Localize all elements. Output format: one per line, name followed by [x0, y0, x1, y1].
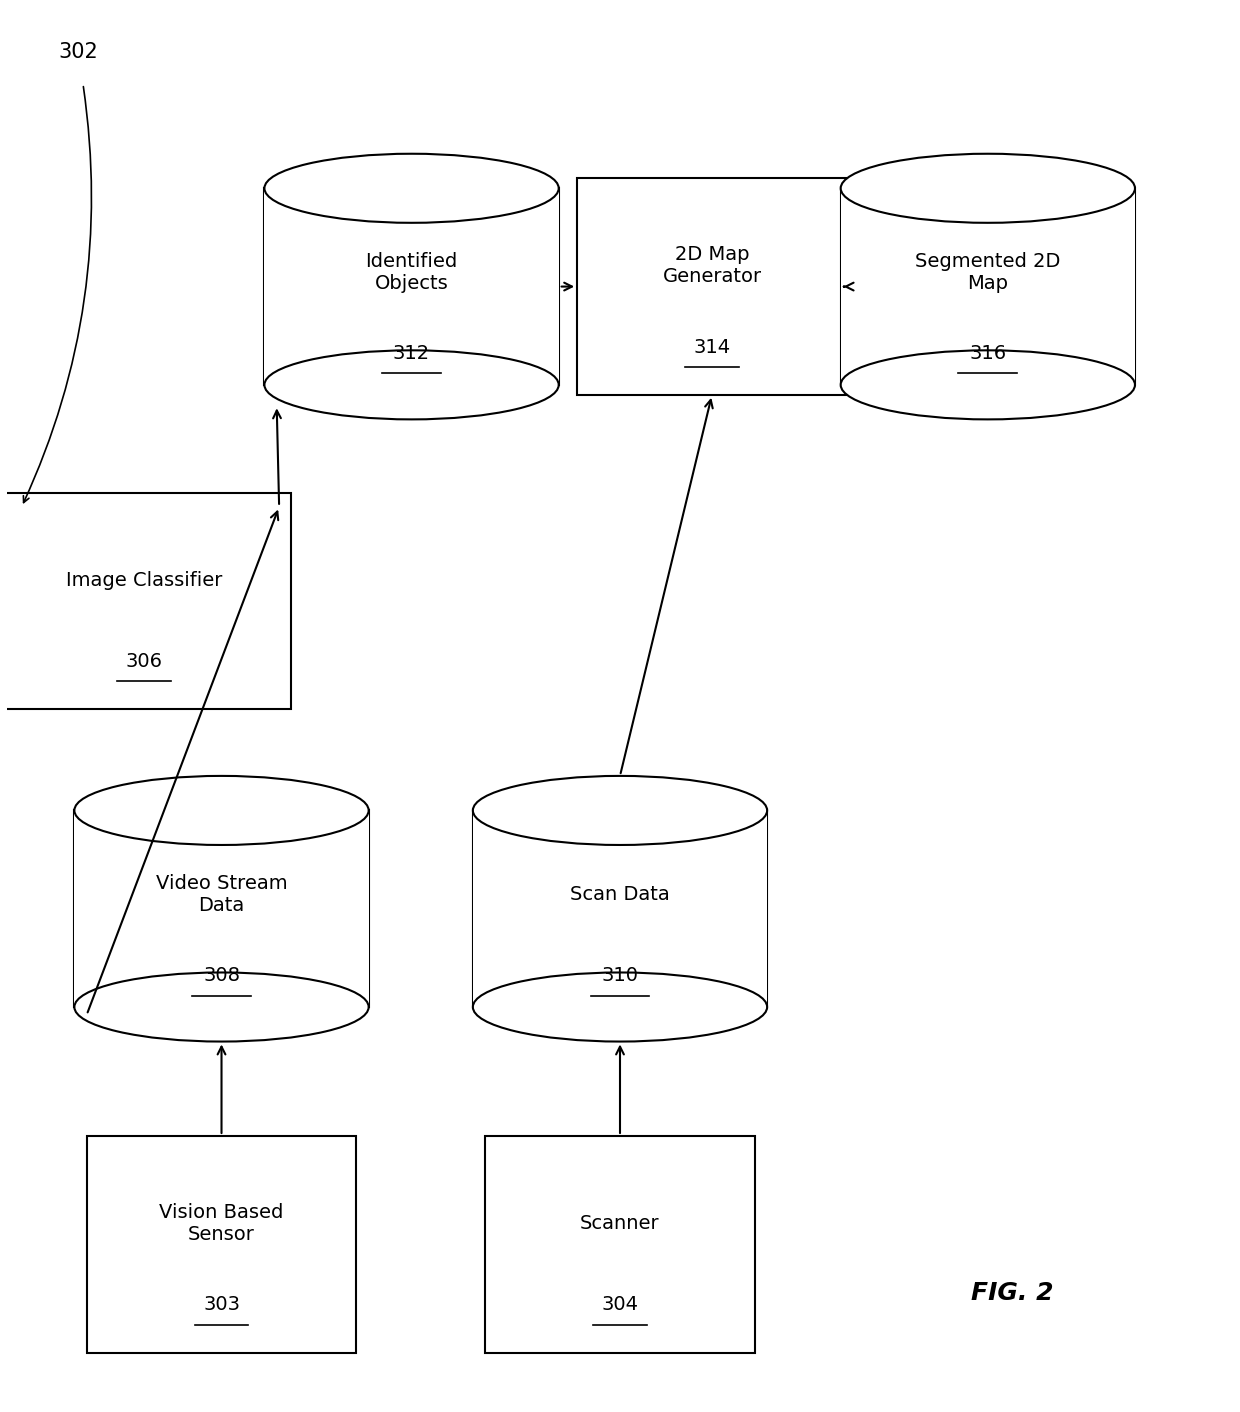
Text: Image Classifier: Image Classifier — [66, 570, 222, 590]
Bar — [841, 188, 1135, 385]
Bar — [74, 810, 368, 1007]
Text: 304: 304 — [601, 1295, 639, 1315]
Ellipse shape — [74, 777, 368, 844]
Bar — [577, 178, 847, 395]
Text: Vision Based
Sensor: Vision Based Sensor — [159, 1203, 284, 1244]
Bar — [472, 810, 768, 1007]
Text: 302: 302 — [58, 42, 98, 62]
Ellipse shape — [264, 350, 559, 419]
Ellipse shape — [472, 973, 768, 1042]
Text: Segmented 2D
Map: Segmented 2D Map — [915, 253, 1060, 294]
Text: FIG. 2: FIG. 2 — [971, 1281, 1054, 1305]
Text: 310: 310 — [601, 966, 639, 986]
Text: Scan Data: Scan Data — [570, 885, 670, 904]
Text: Identified
Objects: Identified Objects — [366, 253, 458, 294]
Ellipse shape — [841, 350, 1135, 419]
Text: 314: 314 — [693, 337, 730, 357]
Text: 312: 312 — [393, 345, 430, 363]
Bar — [87, 1135, 356, 1353]
Bar — [485, 1135, 755, 1353]
Ellipse shape — [74, 973, 368, 1042]
Ellipse shape — [472, 777, 768, 844]
Text: Scanner: Scanner — [580, 1214, 660, 1233]
Text: 308: 308 — [203, 966, 241, 986]
Text: 316: 316 — [970, 345, 1007, 363]
Text: 303: 303 — [203, 1295, 241, 1315]
Bar — [264, 188, 559, 385]
Text: 306: 306 — [125, 652, 162, 671]
Text: 2D Map
Generator: 2D Map Generator — [662, 246, 761, 287]
Text: Video Stream
Data: Video Stream Data — [156, 874, 288, 915]
Ellipse shape — [264, 154, 559, 223]
Bar — [0, 493, 291, 709]
Ellipse shape — [841, 154, 1135, 223]
